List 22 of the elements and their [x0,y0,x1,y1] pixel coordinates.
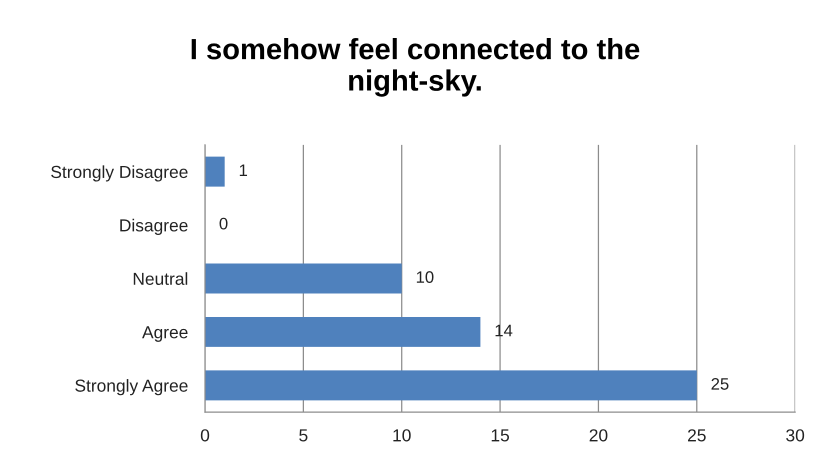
data-label: 1 [240,164,248,176]
x-tick-label: 15 [492,429,510,442]
x-tick-label: 20 [590,429,608,442]
data-label: 25 [712,378,729,390]
x-tick-label: 30 [786,429,804,442]
bar [205,156,225,187]
x-tick-label: 0 [200,429,210,442]
x-tick-label: 10 [393,429,411,442]
data-label: 10 [416,271,434,283]
bar [205,370,697,400]
chart-title: I somehow feel connected to the night-sky. [192,38,640,97]
data-label: 0 [220,218,228,230]
bar [205,316,480,347]
x-tick-label: 25 [688,429,706,442]
data-label: 14 [496,324,512,336]
y-tick-label: Agree [142,326,188,342]
y-tick-label: Strongly Disagree [51,165,188,182]
y-tick-label: Neutral [134,272,188,285]
y-tick-label: Disagree [120,218,188,235]
y-tick-label: Strongly Agree [75,379,188,396]
x-tick-label: 5 [299,429,308,442]
bar [205,264,402,294]
